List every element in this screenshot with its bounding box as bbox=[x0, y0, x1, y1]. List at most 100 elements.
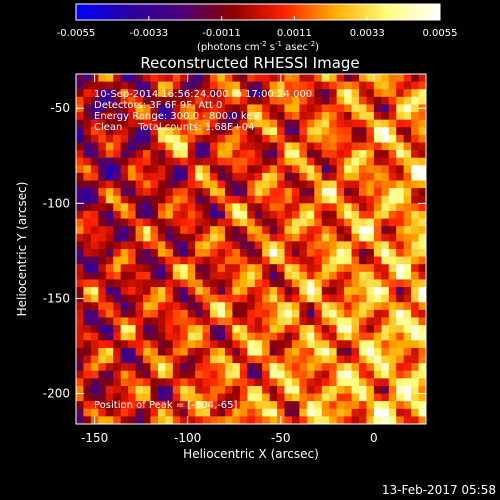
heatmap-cell bbox=[150, 134, 159, 143]
heatmap-cell bbox=[284, 81, 293, 90]
heatmap-cell bbox=[306, 325, 315, 334]
heatmap-cell bbox=[217, 96, 226, 105]
heatmap-cell bbox=[284, 195, 293, 204]
plot-frame bbox=[75, 73, 427, 425]
heatmap-cell bbox=[411, 74, 420, 83]
heatmap-cell bbox=[187, 172, 196, 182]
heatmap-cell bbox=[344, 150, 353, 159]
heatmap-cell bbox=[180, 401, 189, 410]
heatmap-cell bbox=[411, 302, 420, 311]
heatmap-cell bbox=[172, 287, 181, 296]
heatmap-cell bbox=[143, 325, 151, 334]
heatmap-cell bbox=[396, 112, 405, 121]
heatmap-cell bbox=[351, 294, 360, 303]
heatmap-cell bbox=[98, 294, 107, 303]
heatmap-cell bbox=[321, 408, 330, 417]
heatmap-cell bbox=[165, 340, 174, 349]
heatmap-cell bbox=[396, 218, 405, 227]
heatmap-cell bbox=[411, 195, 420, 204]
heatmap-cell bbox=[180, 233, 189, 242]
heatmap-cell bbox=[366, 172, 375, 182]
heatmap-cell bbox=[135, 347, 144, 357]
heatmap-cell bbox=[277, 218, 286, 227]
heatmap-cell bbox=[98, 233, 107, 242]
heatmap-cell bbox=[224, 81, 233, 90]
heatmap-cell bbox=[157, 210, 166, 220]
heatmap-cell bbox=[247, 355, 256, 364]
heatmap-cell bbox=[98, 150, 107, 159]
heatmap-cell bbox=[358, 416, 367, 424]
heatmap-cell bbox=[247, 302, 256, 311]
heatmap-cell bbox=[143, 150, 151, 159]
heatmap-cell bbox=[113, 287, 122, 296]
heatmap-cell bbox=[299, 165, 308, 174]
heatmap-cell bbox=[247, 119, 256, 128]
heatmap-cell bbox=[381, 325, 390, 334]
heatmap-cell bbox=[284, 340, 293, 349]
heatmap-cell bbox=[210, 287, 218, 296]
heatmap-cell bbox=[157, 279, 166, 288]
heatmap-cell bbox=[351, 309, 360, 318]
heatmap-cell bbox=[90, 195, 99, 204]
heatmap-cell bbox=[411, 317, 420, 326]
heatmap-cell bbox=[254, 89, 263, 98]
heatmap-cell bbox=[247, 416, 256, 424]
heatmap-cell bbox=[336, 347, 345, 357]
heatmap-cell bbox=[306, 302, 315, 311]
heatmap-cell bbox=[284, 264, 293, 273]
heatmap-cell bbox=[165, 271, 174, 280]
heatmap-cell bbox=[120, 119, 129, 128]
heatmap-cell bbox=[128, 195, 137, 204]
heatmap-cell bbox=[187, 271, 196, 280]
heatmap-cell bbox=[247, 256, 256, 265]
heatmap-cell bbox=[269, 271, 278, 280]
heatmap-cell bbox=[180, 347, 189, 357]
heatmap-cell bbox=[217, 370, 226, 379]
heatmap-cell bbox=[321, 104, 330, 113]
heatmap-cell bbox=[98, 172, 107, 182]
heatmap-cell bbox=[232, 325, 241, 334]
heatmap-cell bbox=[105, 119, 114, 128]
heatmap-cell bbox=[366, 241, 375, 250]
heatmap-cell bbox=[157, 340, 166, 349]
heatmap-cell bbox=[202, 416, 211, 424]
heatmap-cell bbox=[381, 157, 390, 166]
heatmap-cell bbox=[150, 317, 159, 326]
heatmap-cell bbox=[135, 287, 144, 296]
heatmap-cell bbox=[135, 165, 144, 174]
heatmap-cell bbox=[291, 370, 300, 379]
heatmap-cell bbox=[98, 249, 107, 258]
heatmap-cell bbox=[291, 347, 300, 357]
heatmap-cell bbox=[143, 302, 151, 311]
heatmap-cell bbox=[232, 165, 241, 174]
heatmap-cell bbox=[165, 294, 174, 303]
heatmap-cell bbox=[187, 81, 196, 90]
heatmap-cell bbox=[366, 127, 375, 136]
heatmap-cell bbox=[120, 363, 129, 372]
heatmap-cell bbox=[113, 104, 122, 113]
heatmap-cell bbox=[172, 332, 181, 341]
heatmap-cell bbox=[254, 195, 263, 204]
heatmap-cell bbox=[344, 119, 353, 128]
heatmap-cell bbox=[165, 233, 174, 242]
heatmap-cell bbox=[284, 180, 293, 189]
heatmap-cell bbox=[143, 416, 151, 424]
heatmap-cell bbox=[83, 89, 92, 98]
heatmap-cell bbox=[150, 378, 159, 387]
heatmap-cell bbox=[195, 370, 204, 379]
heatmap-cell bbox=[351, 325, 360, 334]
heatmap-cell bbox=[172, 165, 181, 174]
heatmap-cell bbox=[277, 355, 286, 364]
heatmap-cell bbox=[277, 127, 286, 136]
heatmap-cell bbox=[388, 119, 397, 128]
heatmap-cell bbox=[306, 89, 315, 98]
unit-exp-2: -1 bbox=[275, 40, 282, 48]
heatmap-cell bbox=[98, 408, 107, 417]
heatmap-cell bbox=[321, 416, 330, 424]
heatmap-cell bbox=[157, 218, 166, 227]
heatmap-cell bbox=[217, 332, 226, 341]
heatmap-cell bbox=[128, 401, 137, 410]
heatmap-cell bbox=[269, 340, 278, 349]
heatmap-cell bbox=[90, 210, 99, 220]
heatmap-cell bbox=[195, 104, 204, 113]
